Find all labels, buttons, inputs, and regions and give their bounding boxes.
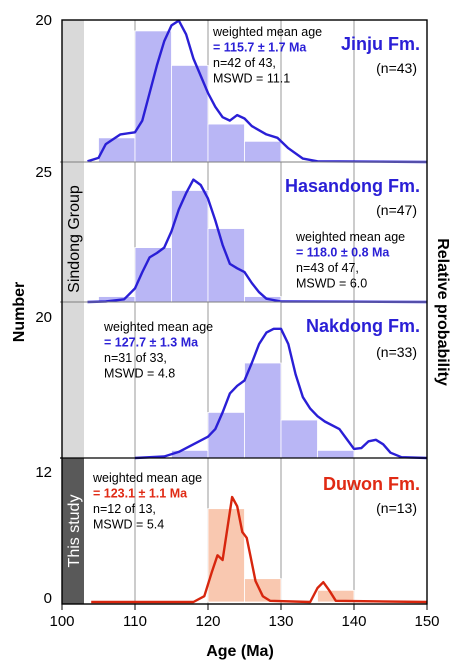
formation-name: Hasandong Fm. [285, 176, 420, 196]
y-axis-title-right: Relative probability [434, 238, 451, 386]
formation-name: Duwon Fm. [323, 474, 420, 494]
formation-count: (n=13) [376, 500, 417, 516]
panel-3: 20 Nakdong Fm. (n=33) weighted mean age = 12… [35, 309, 428, 460]
panels: 20 Jinju Fm. (n=43) weighted mean age = 115.… [35, 12, 428, 607]
annotation-mswd: MSWD = 11.1 [213, 72, 290, 86]
plot-frame [61, 19, 428, 605]
weighted-mean-age-value: = 118.0 ± 0.8 Ma [296, 246, 390, 260]
histogram-bar [317, 589, 355, 603]
weighted-mean-age-value: = 115.7 ± 1.7 Ma [213, 41, 307, 55]
annotation-line: weighted mean age [295, 230, 405, 244]
y-tick-label: 20 [35, 12, 52, 29]
y-tick-label: 25 [35, 164, 52, 181]
probability-curve [87, 178, 428, 304]
panel-1: 20 Jinju Fm. (n=43) weighted mean age = 115.… [35, 12, 428, 164]
histogram-bar [244, 362, 282, 459]
annotation-n: n=43 of 47, [296, 261, 359, 275]
histogram-bar [280, 419, 318, 459]
x-tick-label: 100 [49, 613, 74, 630]
sindong-group-label: Sindong Group [66, 185, 83, 293]
histogram-bar [207, 508, 245, 603]
y-tick-label: 20 [35, 309, 52, 326]
panel-4: 12 0 Duwon Fm. (n=13) weighted mean age = 123… [35, 464, 428, 607]
x-tick-label: 150 [414, 613, 439, 630]
annotation-n: n=31 of 33, [104, 351, 167, 365]
x-tick-label: 110 [123, 613, 147, 630]
annotation-line: weighted mean age [103, 320, 213, 334]
histogram-bar [171, 190, 209, 303]
formation-name: Nakdong Fm. [306, 316, 420, 336]
x-tick-label: 140 [341, 613, 366, 630]
annotation-line: weighted mean age [212, 25, 322, 39]
probability-curve [91, 495, 428, 604]
histogram-bar [134, 30, 172, 163]
annotation-line: weighted mean age [92, 471, 202, 485]
y-tick-label: 0 [44, 590, 52, 607]
histogram-bar [207, 228, 245, 303]
annotation-mswd: MSWD = 5.4 [93, 518, 164, 532]
formation-count: (n=33) [376, 344, 417, 360]
panel-2: 25 Hasandong Fm. (n=47) weighted mean age = … [35, 164, 428, 304]
probability-curve [134, 327, 428, 460]
formation-count: (n=47) [376, 202, 417, 218]
annotation-n: n=12 of 13, [93, 502, 156, 516]
this-study-label: This study [66, 495, 83, 568]
x-tick-label: 120 [195, 613, 220, 630]
weighted-mean-age-value: = 127.7 ± 1.3 Ma [104, 336, 199, 350]
x-axis-ticks: 100 110 120 130 140 150 [49, 604, 440, 630]
x-tick-label: 130 [268, 613, 293, 630]
formation-name: Jinju Fm. [341, 34, 420, 54]
histogram-bar [207, 123, 245, 163]
annotation-mswd: MSWD = 4.8 [104, 367, 175, 381]
formation-count: (n=43) [376, 60, 417, 76]
annotation-n: n=42 of 43, [213, 56, 276, 70]
x-axis-title: Age (Ma) [206, 643, 274, 660]
sindong-group-band [62, 20, 84, 458]
annotation-mswd: MSWD = 6.0 [296, 277, 367, 291]
y-axis-title-left: Number [11, 282, 28, 342]
histogram-bar [244, 140, 282, 163]
y-tick-label: 12 [35, 464, 52, 481]
histogram-bar [207, 411, 245, 459]
histogram-bar [317, 449, 355, 459]
this-study-band [62, 458, 84, 604]
weighted-mean-age-value: = 123.1 ± 1.1 Ma [93, 487, 188, 501]
probability-curve [87, 19, 428, 164]
histogram-bar [244, 578, 282, 603]
